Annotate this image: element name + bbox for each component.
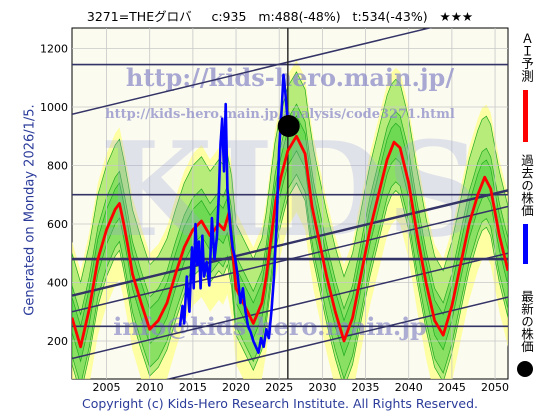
trend-line-4: [165, 296, 508, 379]
y-tick-label: 1000: [40, 101, 68, 114]
latest-price-marker: [277, 114, 300, 137]
x-tick-label: 2040: [395, 381, 423, 394]
y-tick-label: 800: [47, 159, 68, 172]
x-tick-label: 2025: [265, 381, 293, 394]
legend-latest-label: 最新の株価: [519, 290, 534, 353]
trend-line-2: [72, 252, 508, 360]
x-tick-label: 2020: [222, 381, 250, 394]
x-tick-label: 2035: [352, 381, 380, 394]
trend-line-1: [72, 189, 508, 297]
forecast-band-outer: [72, 60, 508, 379]
legend-ai-swatch: [523, 90, 528, 142]
copyright-footer: Copyright (c) Kids-Hero Research Institu…: [81, 396, 479, 411]
legend-ai-label: ＡＩ予測: [519, 32, 534, 82]
x-tick-label: 2010: [136, 381, 164, 394]
legend: ＡＩ予測 過去の株価 最新の株価: [514, 28, 550, 378]
x-tick-label: 2005: [93, 381, 121, 394]
x-tick-label: 2045: [438, 381, 466, 394]
y-tick-label: 600: [47, 218, 68, 231]
trend-line-3: [72, 205, 508, 313]
legend-past-swatch: [523, 224, 528, 264]
x-tick-label: 2030: [308, 381, 336, 394]
y-tick-label: 1200: [40, 42, 68, 55]
past-price-line: [178, 73, 290, 355]
y-tick-label: 200: [47, 335, 68, 348]
y-tick-label: 400: [47, 276, 68, 289]
trend-line-0: [72, 28, 433, 116]
legend-latest-dot: [517, 361, 533, 377]
watermark-url: http://kids-hero.main.jp/: [126, 63, 454, 92]
legend-past-label: 過去の株価: [519, 154, 534, 217]
chart-title: 3271=THEグロバ c:935 m:488(-48%) t:534(-43%…: [86, 9, 474, 24]
x-tick-label: 2050: [481, 381, 509, 394]
x-tick-label: 2015: [179, 381, 207, 394]
